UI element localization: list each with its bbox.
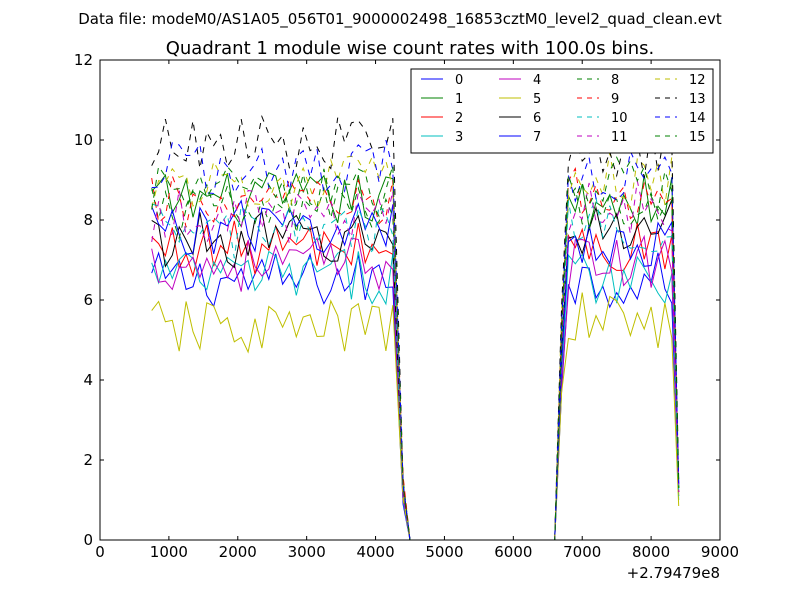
legend-label: 9 [611,92,619,107]
series-line-4 [151,234,680,541]
legend-label: 15 [689,130,706,145]
legend-label: 0 [455,73,463,88]
legend-entry-8: 8 [577,73,619,88]
series-line-8 [151,183,680,541]
chart-title: Quadrant 1 module wise count rates with … [166,38,655,59]
x-tick-label: 5000 [425,543,463,561]
suptitle: Data file: modeM0/AS1A05_056T01_90000024… [78,10,722,29]
series-line-13 [151,114,680,541]
legend-label: 5 [533,92,541,107]
legend-entry-7: 7 [499,130,541,145]
series-line-12 [151,152,680,541]
legend-entry-12: 12 [655,73,706,88]
legend-label: 8 [611,73,619,88]
legend-label: 2 [455,111,463,126]
series-line-14 [151,139,680,541]
x-offset-label: +2.79479e8 [627,564,720,582]
legend-label: 6 [533,111,541,126]
legend-label: 13 [689,92,706,107]
y-tick-label: 4 [83,371,93,389]
legend-entry-6: 6 [499,111,541,126]
y-tick-label: 2 [83,451,93,469]
y-tick-label: 6 [83,291,93,309]
x-tick-label: 8000 [632,543,670,561]
legend-entry-9: 9 [577,92,619,107]
y-tick-label: 8 [83,211,93,229]
legend-label: 12 [689,73,706,88]
legend-label: 11 [611,130,628,145]
legend-entry-4: 4 [499,73,541,88]
series-line-1 [151,172,680,541]
x-tick-label: 6000 [494,543,532,561]
series-line-9 [151,166,680,541]
legend-label: 7 [533,130,541,145]
y-tick-label: 10 [74,131,93,149]
series-layer [151,114,680,541]
ticks-layer: 0 1000 2000 3000 4000 5000 6000 7000 8000 9000 0 2 4… [74,51,739,561]
legend-entry-5: 5 [499,92,541,107]
x-tick-label: 3000 [288,543,326,561]
legend-entry-2: 2 [421,111,463,126]
series-line-5 [151,292,680,541]
series-line-0 [151,251,680,541]
legend-label: 14 [689,111,706,126]
plot-area: 0 1000 2000 3000 4000 5000 6000 7000 8000 9000 0 2 4… [74,51,739,582]
legend-entry-0: 0 [421,73,463,88]
legend-entry-3: 3 [421,130,463,145]
series-line-6 [151,199,680,541]
legend-label: 10 [611,111,628,126]
series-line-10 [151,195,680,541]
x-tick-label: 9000 [701,543,739,561]
series-line-3 [151,248,680,541]
legend-entry-13: 13 [655,92,706,107]
x-tick-label: 7000 [563,543,601,561]
series-line-11 [151,180,680,541]
series-line-15 [151,156,680,541]
legend-label: 4 [533,73,541,88]
y-tick-label: 12 [74,51,93,69]
y-tick-label: 0 [83,531,93,549]
x-tick-label: 4000 [356,543,394,561]
legend-entry-14: 14 [655,111,706,126]
legend-label: 1 [455,92,463,107]
legend-box [410,68,714,154]
series-line-7 [151,199,680,541]
x-tick-label: 2000 [219,543,257,561]
legend-label: 3 [455,130,463,145]
legend-entry-10: 10 [577,111,628,126]
x-tick-label: 1000 [150,543,188,561]
x-tick-label: 0 [95,543,105,561]
legend-entry-11: 11 [577,130,628,145]
legend-entry-1: 1 [421,92,463,107]
legend-entry-15: 15 [655,130,706,145]
